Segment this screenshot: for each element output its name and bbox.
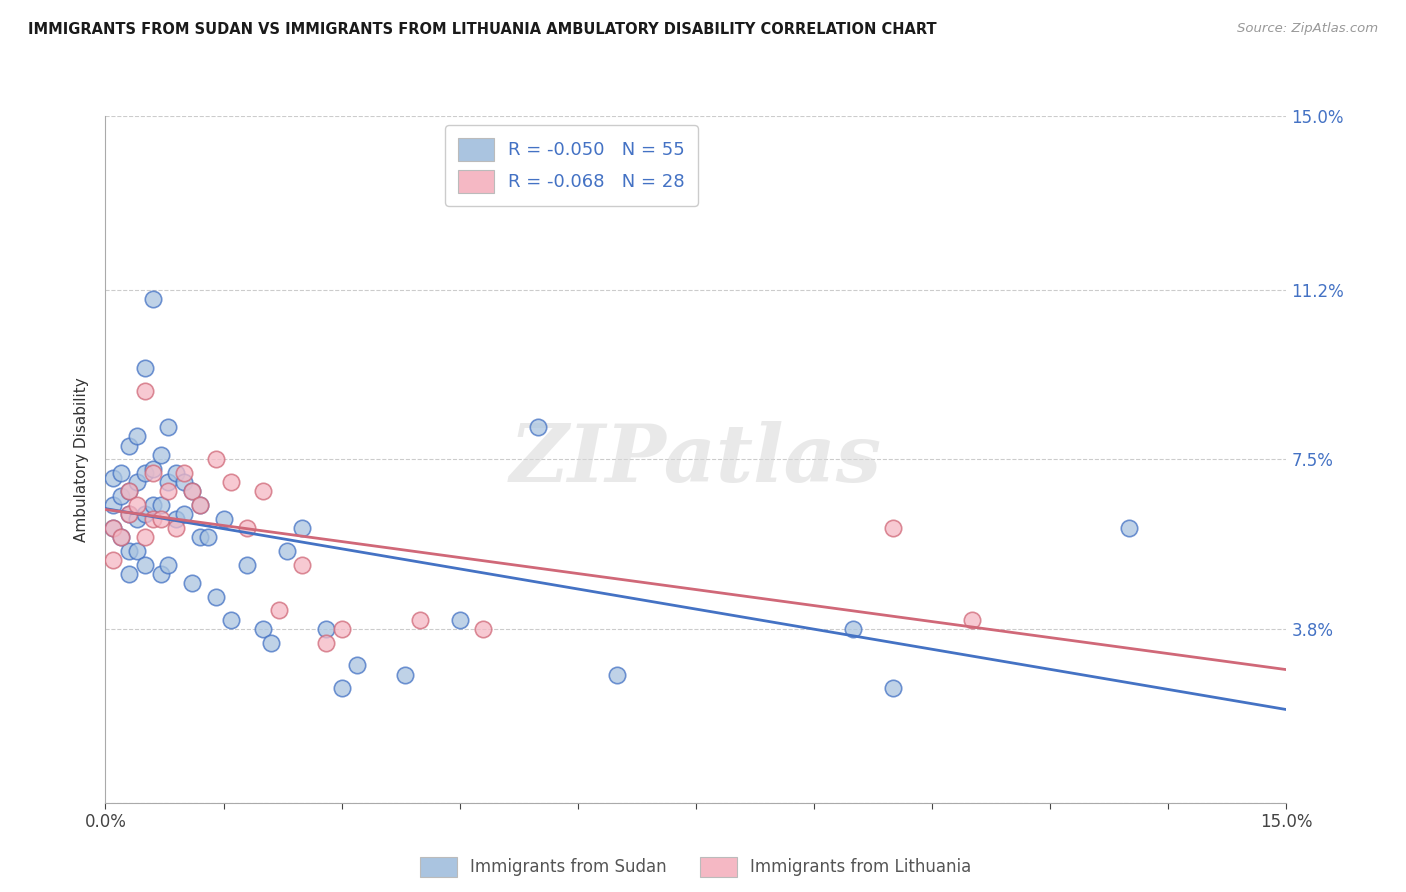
Point [291, 558, 314, 572]
Point [118, 484, 141, 499]
Point [394, 667, 416, 681]
Point [173, 508, 195, 522]
Point [142, 461, 165, 475]
Y-axis label: Ambulatory Disability: Ambulatory Disability [75, 377, 90, 541]
Point [134, 530, 156, 544]
Point [125, 429, 148, 443]
Point [165, 521, 187, 535]
Point [149, 498, 172, 512]
Point [173, 466, 195, 480]
Point [134, 384, 156, 398]
Point [276, 544, 298, 558]
Point [188, 498, 211, 512]
Point [134, 508, 156, 522]
Point [197, 530, 219, 544]
Point [142, 512, 165, 526]
Point [110, 489, 132, 503]
Point [118, 508, 141, 522]
Point [134, 360, 156, 375]
Point [181, 576, 204, 591]
Point [103, 498, 125, 512]
Point [236, 558, 259, 572]
Point [142, 292, 165, 306]
Point [142, 498, 165, 512]
Point [134, 558, 156, 572]
Point [346, 658, 368, 673]
Point [125, 475, 148, 490]
Point [960, 613, 983, 627]
Point [103, 521, 125, 535]
Point [188, 530, 211, 544]
Point [157, 558, 180, 572]
Point [110, 530, 132, 544]
Point [472, 622, 495, 636]
Point [134, 466, 156, 480]
Point [188, 498, 211, 512]
Point [291, 521, 314, 535]
Point [165, 512, 187, 526]
Point [103, 471, 125, 485]
Point [165, 466, 187, 480]
Point [149, 512, 172, 526]
Point [173, 475, 195, 490]
Point [157, 420, 180, 434]
Point [204, 590, 226, 604]
Point [882, 521, 904, 535]
Point [110, 466, 132, 480]
Point [252, 622, 274, 636]
Legend: Immigrants from Sudan, Immigrants from Lithuania: Immigrants from Sudan, Immigrants from L… [413, 850, 979, 884]
Point [118, 484, 141, 499]
Point [409, 613, 432, 627]
Point [330, 622, 353, 636]
Point [236, 521, 259, 535]
Point [149, 566, 172, 581]
Point [118, 544, 141, 558]
Text: ZIPatlas: ZIPatlas [510, 421, 882, 498]
Point [212, 512, 235, 526]
Text: IMMIGRANTS FROM SUDAN VS IMMIGRANTS FROM LITHUANIA AMBULATORY DISABILITY CORRELA: IMMIGRANTS FROM SUDAN VS IMMIGRANTS FROM… [28, 22, 936, 37]
Point [181, 484, 204, 499]
Point [125, 544, 148, 558]
Point [103, 553, 125, 567]
Point [142, 466, 165, 480]
Point [252, 484, 274, 499]
Point [204, 452, 226, 467]
Point [157, 484, 180, 499]
Point [315, 635, 337, 649]
Point [118, 566, 141, 581]
Point [103, 521, 125, 535]
Point [125, 498, 148, 512]
Point [606, 667, 628, 681]
Text: Source: ZipAtlas.com: Source: ZipAtlas.com [1237, 22, 1378, 36]
Point [527, 420, 550, 434]
Point [118, 439, 141, 453]
Point [157, 475, 180, 490]
Point [125, 512, 148, 526]
Point [118, 508, 141, 522]
Point [842, 622, 865, 636]
Point [882, 681, 904, 696]
Point [110, 530, 132, 544]
Point [260, 635, 283, 649]
Point [221, 613, 243, 627]
Point [149, 448, 172, 462]
Point [330, 681, 353, 696]
Point [267, 603, 290, 617]
Point [1118, 521, 1140, 535]
Point [449, 613, 471, 627]
Point [221, 475, 243, 490]
Point [315, 622, 337, 636]
Point [181, 484, 204, 499]
